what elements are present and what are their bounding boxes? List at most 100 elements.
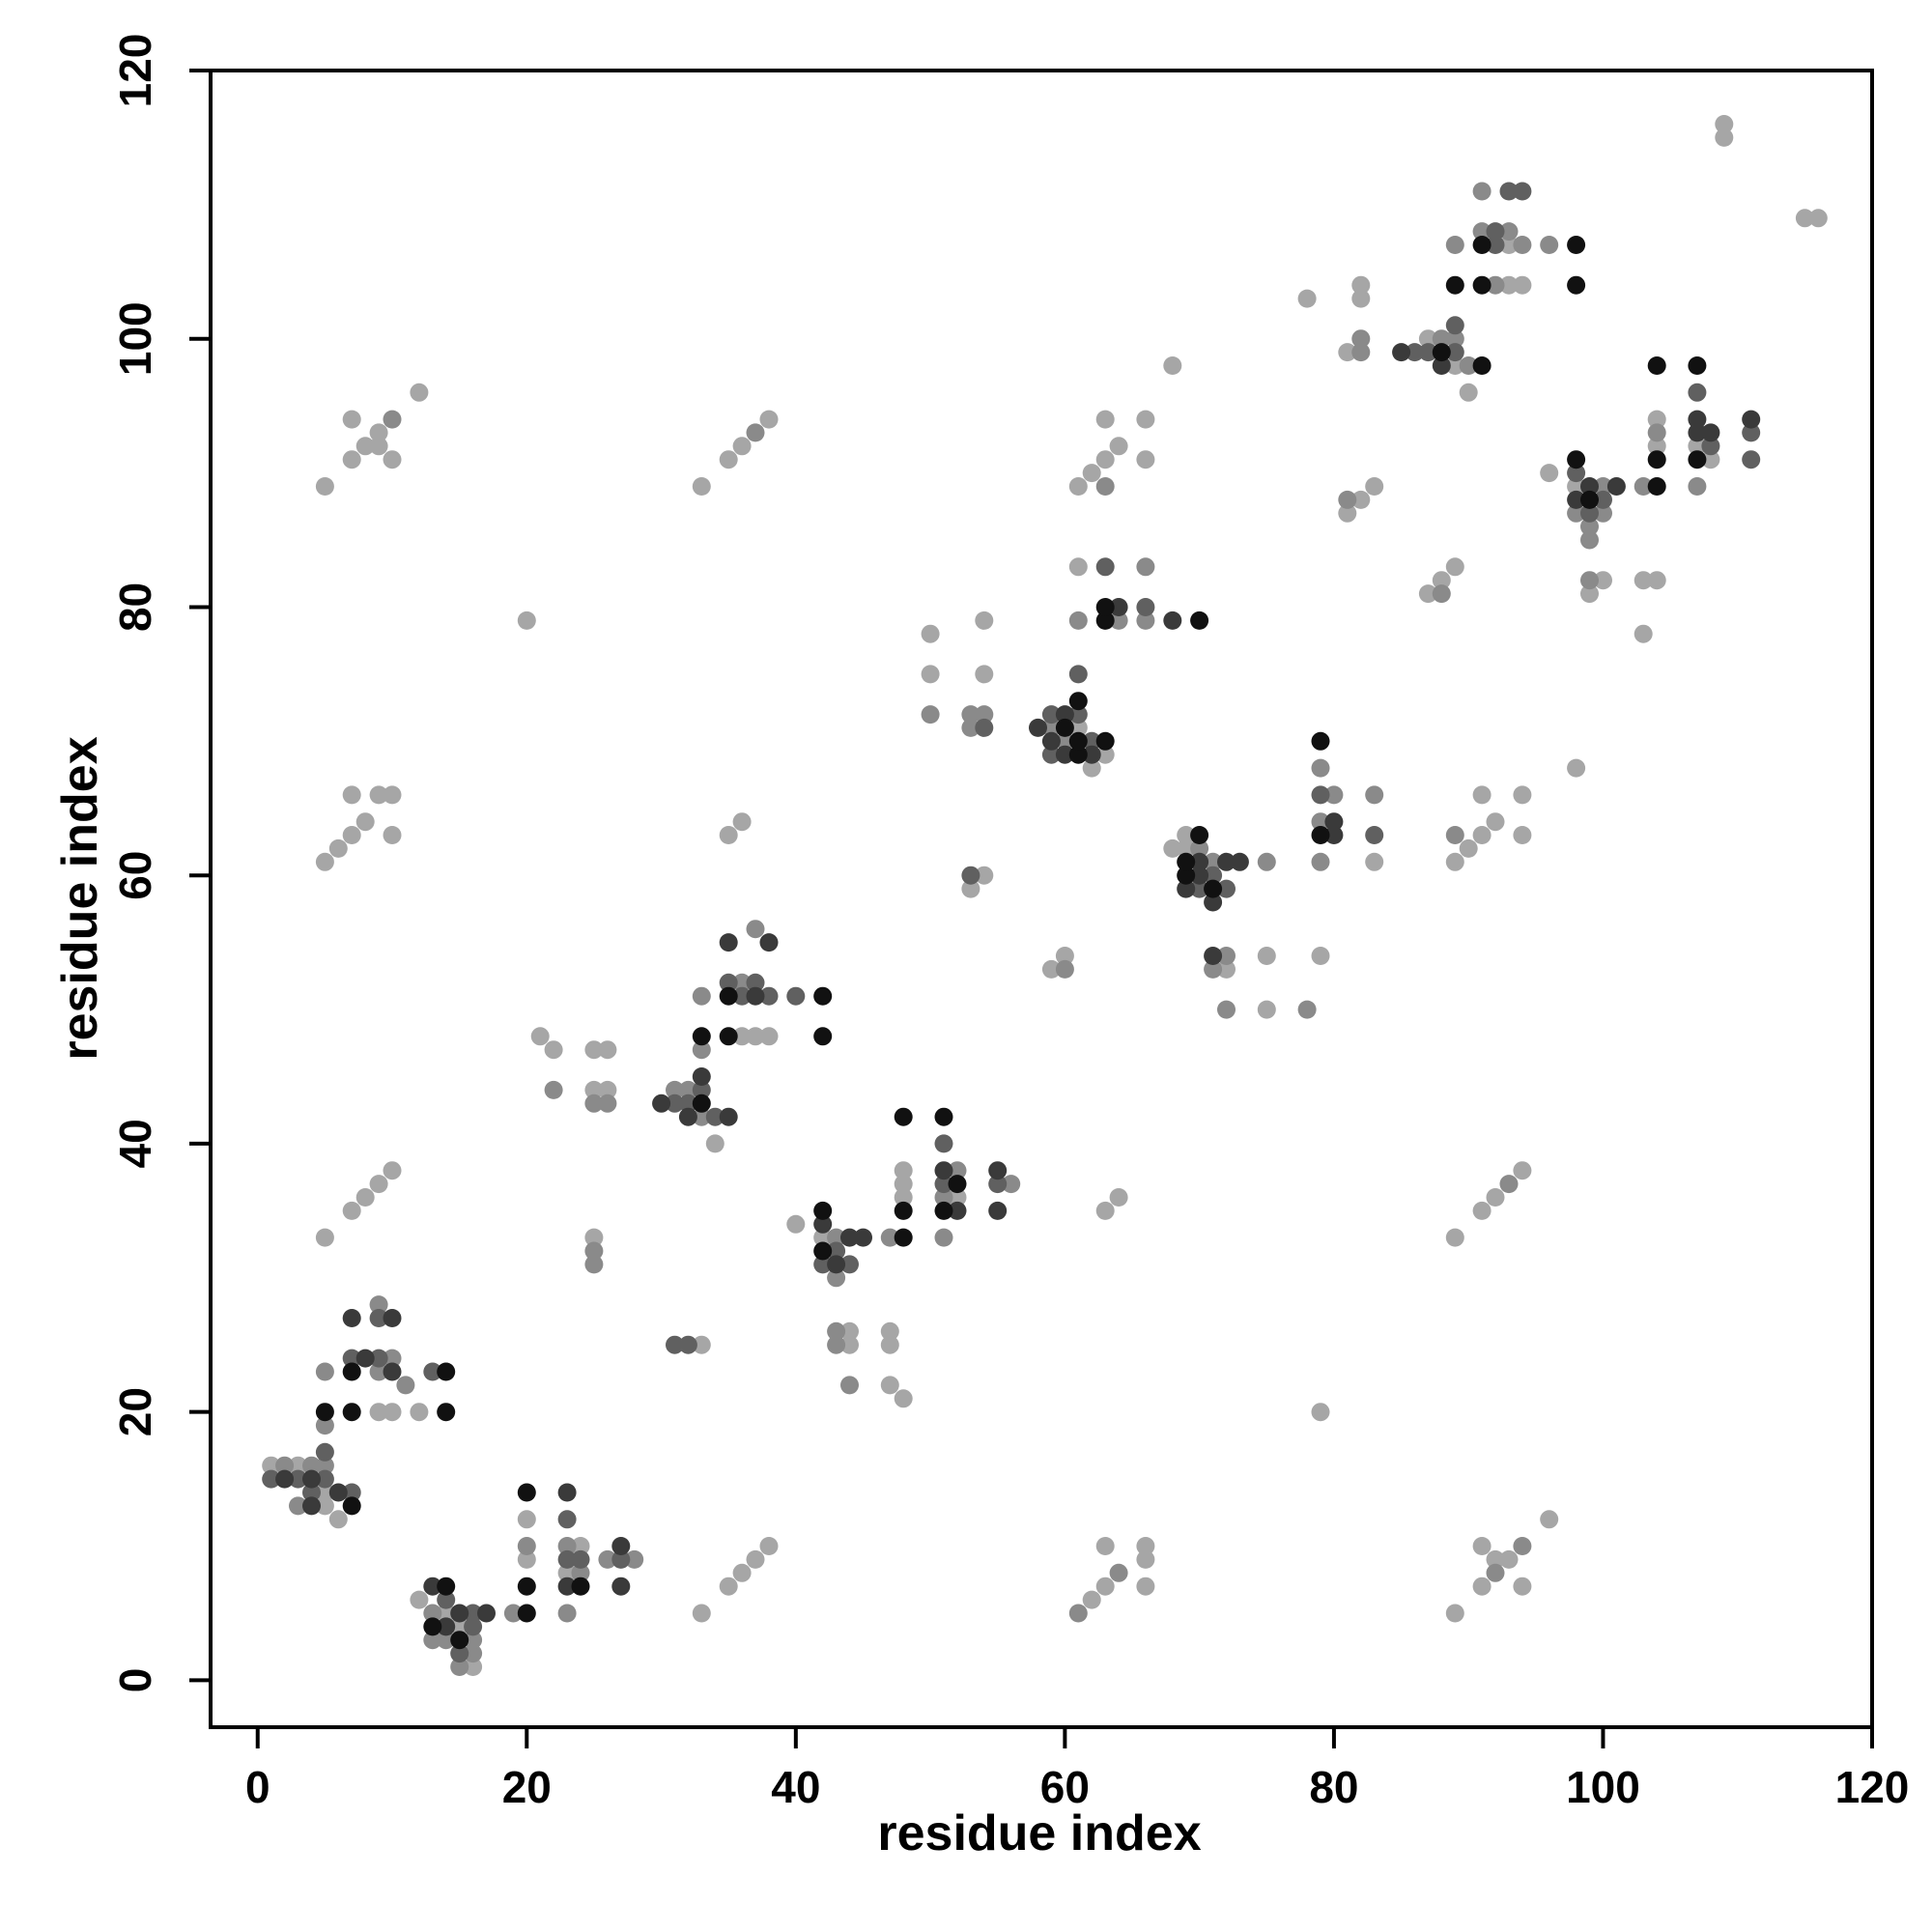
data-point (1136, 557, 1155, 577)
data-point (732, 437, 752, 456)
data-point (369, 1362, 388, 1381)
data-point (1136, 611, 1155, 630)
data-point (275, 1456, 295, 1475)
data-point (1365, 477, 1384, 496)
data-point (1029, 718, 1047, 737)
data-point (1647, 477, 1666, 496)
data-point (961, 705, 980, 724)
data-point (746, 920, 765, 939)
data-point (1459, 838, 1478, 858)
data-point (692, 1335, 711, 1354)
data-point (1445, 343, 1464, 362)
data-point (1082, 464, 1101, 483)
data-point (328, 1483, 348, 1502)
data-point (692, 1080, 711, 1099)
data-point (1688, 437, 1707, 456)
data-point (584, 1040, 604, 1060)
data-point (1445, 1604, 1464, 1623)
data-point (383, 1161, 402, 1180)
data-point (1217, 1000, 1236, 1019)
data-point (1580, 530, 1599, 550)
data-point (880, 1376, 899, 1395)
data-point (1594, 503, 1612, 523)
data-point (1486, 236, 1505, 254)
data-point (1190, 826, 1209, 844)
x-tick-label: 120 (1835, 1762, 1910, 1812)
data-point (517, 1483, 536, 1502)
data-point (746, 986, 765, 1006)
data-point (1472, 1577, 1492, 1596)
data-point (1701, 423, 1720, 442)
data-point (557, 1510, 577, 1529)
data-point (1808, 209, 1828, 228)
data-point (880, 1335, 899, 1354)
data-point (692, 1067, 711, 1086)
data-point (934, 1188, 953, 1207)
data-point (1338, 503, 1357, 523)
data-point (827, 1335, 846, 1354)
x-tick-label: 0 (245, 1762, 270, 1812)
data-point (1701, 437, 1720, 456)
data-point (1068, 557, 1088, 577)
data-point (530, 1027, 550, 1046)
data-point (1742, 423, 1761, 442)
data-point (988, 1175, 1008, 1194)
data-point (369, 785, 388, 805)
data-point (1338, 490, 1357, 509)
data-point (584, 1228, 604, 1247)
data-point (1095, 611, 1115, 630)
data-point (894, 1161, 913, 1180)
data-point (934, 1201, 953, 1220)
data-point (840, 1228, 859, 1247)
data-point (786, 986, 806, 1006)
data-point (342, 410, 361, 429)
data-point (692, 986, 711, 1006)
data-point (1486, 222, 1505, 242)
data-point (719, 450, 738, 469)
data-point (464, 1644, 483, 1663)
data-point (678, 1107, 697, 1126)
data-point (921, 705, 940, 724)
data-point (1230, 852, 1249, 871)
data-point (517, 1510, 536, 1529)
data-point (948, 1175, 967, 1194)
data-point (1513, 826, 1532, 844)
data-point (1742, 410, 1761, 429)
y-tick-label: 0 (110, 1668, 160, 1693)
data-point (611, 1577, 631, 1596)
data-point (1095, 745, 1115, 764)
data-point (1068, 692, 1088, 711)
data-point (894, 1201, 913, 1220)
data-point (1580, 490, 1599, 509)
data-point (678, 1094, 697, 1113)
data-point (1580, 571, 1599, 590)
data-point (1177, 879, 1196, 898)
data-point (1055, 705, 1074, 724)
data-point (854, 1228, 872, 1247)
data-point (759, 410, 779, 429)
data-point (678, 1080, 697, 1099)
data-point (1392, 343, 1411, 362)
data-point (557, 1549, 577, 1569)
data-point (625, 1549, 644, 1569)
data-point (464, 1617, 483, 1636)
y-tick-label: 120 (110, 34, 160, 108)
data-point (827, 1321, 846, 1341)
data-point (450, 1658, 469, 1676)
data-point (1163, 611, 1182, 630)
data-point (759, 1537, 779, 1555)
data-point (1445, 1228, 1464, 1247)
data-point (1445, 236, 1464, 254)
data-point (1338, 343, 1357, 362)
data-point (342, 450, 361, 469)
data-point (1311, 947, 1330, 965)
data-point (1647, 450, 1666, 469)
data-point (1002, 1175, 1021, 1194)
data-point (1136, 1549, 1155, 1569)
data-point (719, 826, 738, 844)
data-point (813, 1228, 833, 1247)
data-point (1068, 665, 1088, 684)
data-point (342, 826, 361, 844)
data-point (1095, 557, 1115, 577)
